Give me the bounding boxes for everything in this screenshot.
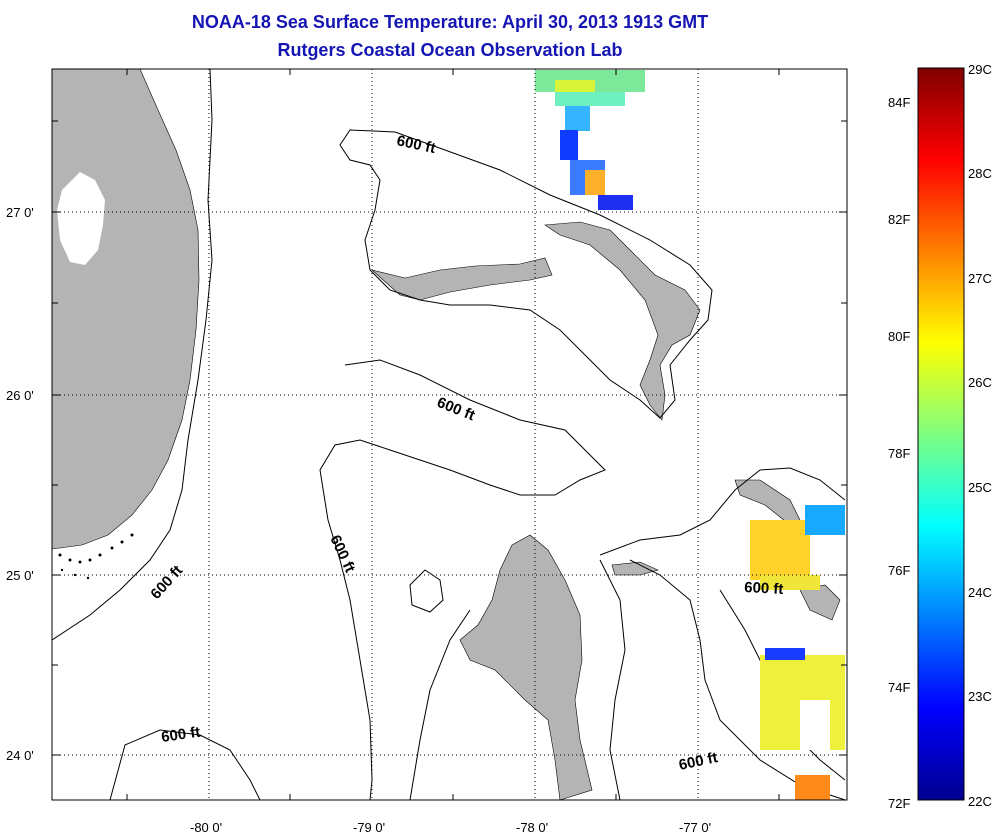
contour-southwest [109,729,261,800]
graticule [52,69,847,800]
lon-label: -77 0' [679,820,711,835]
colorbar-f-label: 76F [888,563,910,578]
colorbar-f-label: 78F [888,446,910,461]
colorbar-f-label: 72F [888,796,910,811]
contour-label: 600 ft [744,579,784,598]
contour-florida-shelf [52,69,213,641]
colorbar [917,67,965,801]
contour-exuma-sound [629,559,846,800]
lat-label: 24 0' [6,748,34,763]
contour-label: 600 ft [160,724,201,746]
colorbar-c-label: 28C [968,166,992,181]
colorbar-c-label: 22C [968,794,992,809]
lake-okeechobee [57,172,105,265]
colorbar-c-label: 23C [968,689,992,704]
map-title: NOAA-18 Sea Surface Temperature: April 3… [191,12,709,32]
exuma-land [799,584,841,621]
contour-andros-east [599,559,626,800]
colorbar-c-label: 29C [968,62,992,77]
andros-land [459,534,593,800]
sst-pixels [535,70,845,800]
colorbar-c-label: 25C [968,480,992,495]
lon-axis-labels: -80 0' -79 0' -78 0' -77 0' [190,820,711,835]
lat-axis-labels: 27 0' 26 0' 25 0' 24 0' [6,205,34,763]
map-subtitle: Rutgers Coastal Ocean Observation Lab [277,40,623,60]
contour-small-bank [409,569,444,613]
map-frame [51,68,848,801]
colorbar-f-label: 74F [888,680,910,695]
colorbar-f-labels: 84F 82F 80F 78F 76F 74F 72F [888,95,910,811]
contour-little-bahama-bank [339,129,713,419]
lat-label: 27 0' [6,205,34,220]
colorbar-c-label: 24C [968,585,992,600]
lat-label: 26 0' [6,388,34,403]
colorbar-f-label: 82F [888,212,910,227]
colorbar-c-label: 27C [968,271,992,286]
depth-contours [52,69,846,800]
florida-keys [58,533,134,580]
colorbar-c-label: 26C [968,375,992,390]
colorbar-c-labels: 29C 28C 27C 26C 25C 24C 23C 22C [968,62,992,809]
lat-label: 25 0' [6,568,34,583]
contour-andros-west [409,609,471,800]
contour-great-bahama-east [599,467,846,556]
lon-label: -78 0' [516,820,548,835]
lon-label: -79 0' [353,820,385,835]
colorbar-f-label: 80F [888,329,910,344]
colorbar-f-label: 84F [888,95,910,110]
contour-great-bahama-north [319,359,606,800]
frame-ticks [52,69,847,800]
lon-label: -80 0' [190,820,222,835]
